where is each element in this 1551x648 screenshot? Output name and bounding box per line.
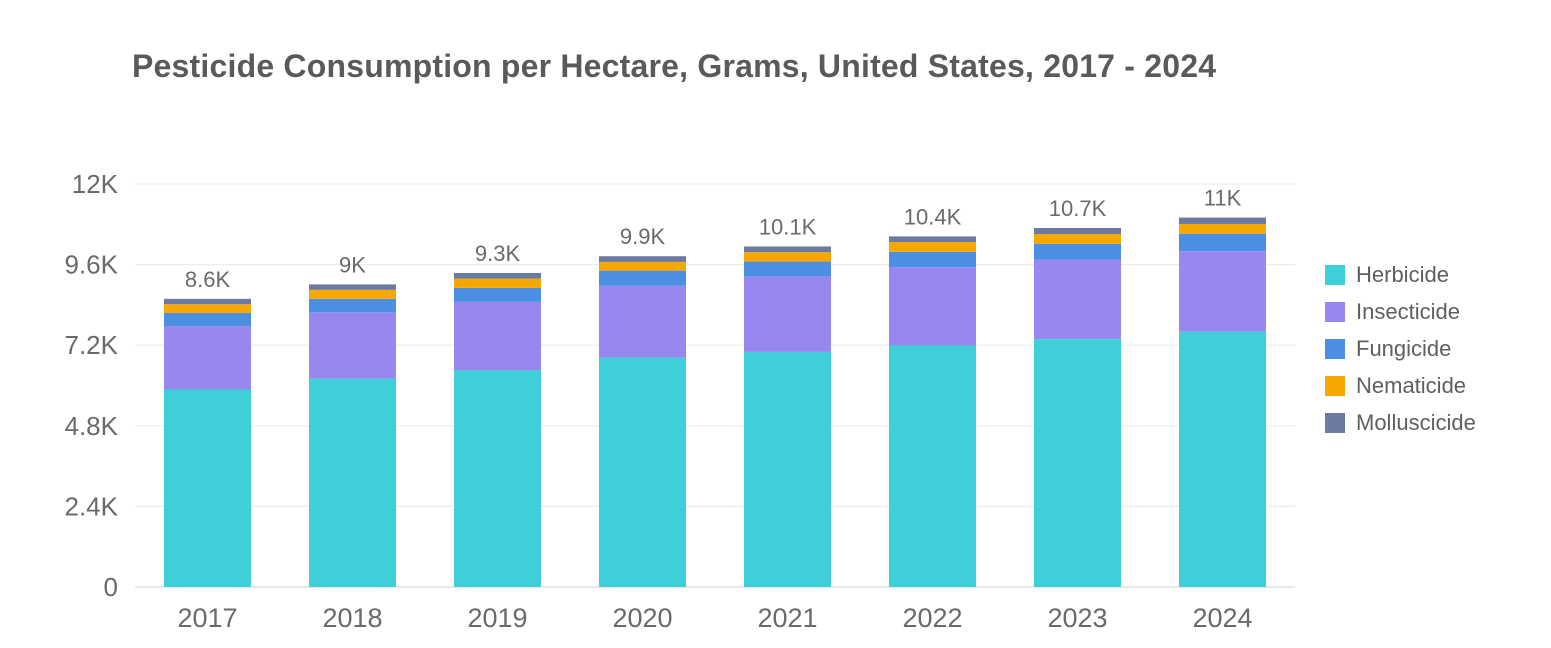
bar-segment-nematicide-2024[interactable] bbox=[1179, 223, 1266, 234]
bar-segment-herbicide-2022[interactable] bbox=[889, 345, 976, 587]
bar-segment-herbicide-2019[interactable] bbox=[454, 370, 541, 587]
bar-segment-insecticide-2018[interactable] bbox=[309, 312, 396, 379]
bar-segment-nematicide-2018[interactable] bbox=[309, 289, 396, 299]
bar-segment-herbicide-2021[interactable] bbox=[744, 351, 831, 587]
bar-segment-insecticide-2024[interactable] bbox=[1179, 251, 1266, 332]
x-tick-label-2021: 2021 bbox=[757, 603, 817, 633]
y-tick-label: 9.6K bbox=[65, 250, 119, 280]
bar-segment-herbicide-2024[interactable] bbox=[1179, 331, 1266, 587]
total-labels: 8.6K 9K 9.3K 9.9K 10.1K 10.4K 10.7K 11K bbox=[185, 186, 1242, 292]
bar-segment-fungicide-2019[interactable] bbox=[454, 287, 541, 302]
legend-swatch bbox=[1325, 338, 1345, 359]
bar-segment-molluscicide-2019[interactable] bbox=[454, 272, 541, 279]
y-tick-label: 2.4K bbox=[65, 491, 119, 521]
total-label-2021: 10.1K bbox=[759, 214, 817, 239]
bar-segment-nematicide-2017[interactable] bbox=[164, 304, 251, 313]
bar-segment-insecticide-2023[interactable] bbox=[1034, 259, 1121, 340]
legend-item-nematicide[interactable]: Nematicide bbox=[1325, 367, 1476, 404]
bar-segment-nematicide-2021[interactable] bbox=[744, 252, 831, 262]
legend-swatch bbox=[1325, 301, 1345, 322]
bar-segment-fungicide-2020[interactable] bbox=[599, 270, 686, 286]
y-tick-label: 4.8K bbox=[65, 411, 119, 441]
legend-item-fungicide[interactable]: Fungicide bbox=[1325, 330, 1476, 367]
legend: Herbicide Insecticide Fungicide Nematicide M… bbox=[1325, 256, 1476, 441]
bar-segment-molluscicide-2020[interactable] bbox=[599, 256, 686, 262]
bar-segment-molluscicide-2021[interactable] bbox=[744, 246, 831, 253]
bar-segment-insecticide-2019[interactable] bbox=[454, 301, 541, 371]
bar-segment-insecticide-2017[interactable] bbox=[164, 326, 251, 390]
legend-swatch bbox=[1325, 412, 1345, 433]
bar-segment-herbicide-2017[interactable] bbox=[164, 389, 251, 587]
bar-segment-fungicide-2023[interactable] bbox=[1034, 243, 1121, 260]
bar-segment-molluscicide-2017[interactable] bbox=[164, 298, 251, 305]
bar-segment-insecticide-2021[interactable] bbox=[744, 276, 831, 352]
legend-label: Herbicide bbox=[1356, 261, 1449, 287]
legend-swatch bbox=[1325, 375, 1345, 396]
bar-segment-herbicide-2020[interactable] bbox=[599, 357, 686, 587]
y-tick-label: 0 bbox=[104, 572, 118, 602]
bar-segment-insecticide-2022[interactable] bbox=[889, 267, 976, 346]
y-tick-label: 7.2K bbox=[65, 330, 119, 360]
x-tick-label-2017: 2017 bbox=[177, 603, 237, 633]
bar-segment-herbicide-2023[interactable] bbox=[1034, 339, 1121, 587]
legend-item-herbicide[interactable]: Herbicide bbox=[1325, 256, 1476, 293]
bar-segment-nematicide-2023[interactable] bbox=[1034, 234, 1121, 244]
bar-segment-nematicide-2022[interactable] bbox=[889, 242, 976, 252]
total-label-2019: 9.3K bbox=[475, 241, 521, 266]
x-tick-label-2023: 2023 bbox=[1047, 603, 1107, 633]
bar-segment-insecticide-2020[interactable] bbox=[599, 285, 686, 358]
x-tick-label-2022: 2022 bbox=[902, 603, 962, 633]
bar-segment-herbicide-2018[interactable] bbox=[309, 378, 396, 587]
bar-segment-molluscicide-2023[interactable] bbox=[1034, 227, 1121, 235]
bar-segment-fungicide-2021[interactable] bbox=[744, 261, 831, 277]
y-axis: 0 2.4K 4.8K 7.2K 9.6K 12K bbox=[65, 169, 119, 602]
x-tick-label-2018: 2018 bbox=[322, 603, 382, 633]
bar-segment-fungicide-2018[interactable] bbox=[309, 298, 396, 313]
legend-label: Nematicide bbox=[1356, 372, 1467, 398]
bar-segment-molluscicide-2018[interactable] bbox=[309, 284, 396, 290]
total-label-2024: 11K bbox=[1204, 186, 1242, 211]
bar-segment-fungicide-2024[interactable] bbox=[1179, 233, 1266, 252]
total-label-2018: 9K bbox=[339, 252, 366, 277]
y-tick-label: 12K bbox=[72, 169, 119, 199]
total-label-2023: 10.7K bbox=[1049, 196, 1107, 221]
x-tick-label-2024: 2024 bbox=[1192, 603, 1252, 633]
legend-swatch bbox=[1325, 264, 1345, 285]
x-tick-label-2019: 2019 bbox=[467, 603, 527, 633]
legend-item-molluscicide[interactable]: Molluscicide bbox=[1325, 404, 1476, 441]
legend-label: Insecticide bbox=[1356, 298, 1460, 324]
bar-segment-fungicide-2022[interactable] bbox=[889, 251, 976, 268]
legend-item-insecticide[interactable]: Insecticide bbox=[1325, 293, 1476, 330]
bar-segment-molluscicide-2024[interactable] bbox=[1179, 217, 1266, 224]
x-axis: 2017 2018 2019 2020 2021 2022 2023 2024 bbox=[177, 603, 1252, 633]
chart-title: Pesticide Consumption per Hectare, Grams… bbox=[132, 48, 1217, 84]
bars bbox=[164, 217, 1266, 587]
legend-label: Molluscicide bbox=[1356, 409, 1476, 435]
legend-label: Fungicide bbox=[1356, 335, 1452, 361]
total-label-2017: 8.6K bbox=[185, 267, 231, 292]
total-label-2022: 10.4K bbox=[904, 204, 962, 229]
bar-segment-molluscicide-2022[interactable] bbox=[889, 236, 976, 243]
bar-segment-nematicide-2019[interactable] bbox=[454, 278, 541, 288]
bar-segment-fungicide-2017[interactable] bbox=[164, 312, 251, 327]
bar-segment-nematicide-2020[interactable] bbox=[599, 261, 686, 271]
total-label-2020: 9.9K bbox=[620, 224, 666, 249]
x-tick-label-2020: 2020 bbox=[612, 603, 672, 633]
